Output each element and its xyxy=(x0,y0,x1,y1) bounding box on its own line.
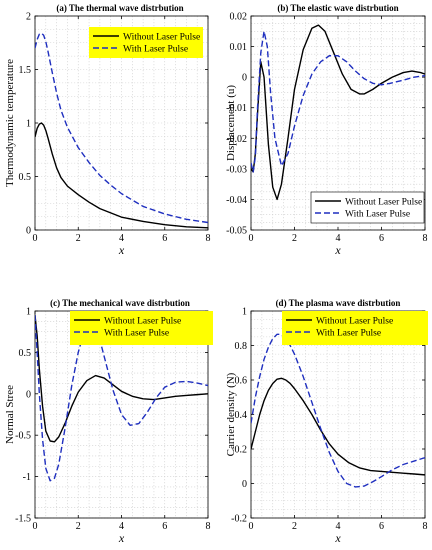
series-line-with-laser xyxy=(251,333,425,488)
x-tick-label: 2 xyxy=(76,521,81,532)
legend: Without Laser Pulse With Laser Pulse xyxy=(89,27,203,58)
y-tick-label: 2 xyxy=(26,12,31,23)
x-tick-label: 0 xyxy=(33,233,38,244)
legend-label: Without Laser Pulse xyxy=(104,317,181,327)
x-tick-label: 0 xyxy=(33,521,38,532)
y-axis-label: Normal Stree xyxy=(4,385,16,444)
chart-title: (b) The elastic wave distrbution xyxy=(277,3,398,13)
series-line-without-laser xyxy=(251,24,425,201)
x-tick-label: 6 xyxy=(379,521,384,532)
y-tick-label: -0.5 xyxy=(15,431,31,442)
x-tick-label: 8 xyxy=(423,233,428,244)
legend: Without Laser Pulse With Laser Pulse xyxy=(310,191,425,224)
legend-box xyxy=(89,27,203,58)
y-tick-label: -0.05 xyxy=(226,226,247,237)
series-line-with-laser xyxy=(251,30,425,173)
y-tick-label: 1 xyxy=(26,307,31,318)
y-tick-label: -0.01 xyxy=(226,103,247,114)
y-tick-label: -0.02 xyxy=(226,134,247,145)
legend-box xyxy=(282,311,428,345)
legend-label: Without Laser Pulse xyxy=(123,33,200,43)
x-axis-label: x xyxy=(118,243,125,257)
y-tick-label: 1 xyxy=(242,307,247,318)
y-tick-label: 0.8 xyxy=(235,341,248,352)
x-tick-label: 8 xyxy=(206,233,211,244)
y-tick-label: -1 xyxy=(23,472,31,483)
x-tick-label: 6 xyxy=(162,521,167,532)
x-tick-label: 8 xyxy=(206,521,211,532)
y-tick-label: 0.5 xyxy=(19,172,32,183)
legend-label: With Laser Pulse xyxy=(316,329,381,339)
y-tick-label: -1.5 xyxy=(15,514,31,525)
y-tick-label: 0 xyxy=(26,226,31,237)
chart-title: (a) The thermal wave distrbution xyxy=(56,3,183,13)
y-tick-label: 0.02 xyxy=(230,12,248,23)
legend-label: Without Laser Pulse xyxy=(316,317,393,327)
legend-label: Without Laser Pulse xyxy=(345,198,422,208)
legend: Without Laser Pulse With Laser Pulse xyxy=(282,311,428,345)
y-axis-label: Carrier density (N) xyxy=(225,372,237,456)
y-tick-label: 0.6 xyxy=(235,376,248,387)
y-tick-label: -0.2 xyxy=(231,514,247,525)
y-tick-label: 1 xyxy=(26,119,31,130)
y-tick-label: 0 xyxy=(242,73,247,84)
x-tick-label: 4 xyxy=(119,233,124,244)
y-tick-label: 0.5 xyxy=(19,348,32,359)
legend-box xyxy=(310,191,425,224)
x-axis-label: x xyxy=(334,243,341,257)
x-tick-label: 4 xyxy=(119,521,124,532)
x-tick-label: 0 xyxy=(249,233,254,244)
legend-label: With Laser Pulse xyxy=(345,210,410,220)
y-tick-label: 0 xyxy=(26,389,31,400)
y-tick-label: 0 xyxy=(242,479,247,490)
y-tick-label: -0.04 xyxy=(226,195,247,206)
legend-label: With Laser Pulse xyxy=(104,329,169,339)
x-tick-label: 6 xyxy=(162,233,167,244)
x-tick-label: 4 xyxy=(336,521,341,532)
x-tick-label: 2 xyxy=(292,233,297,244)
y-axis-label: Thermodynamic temperature xyxy=(4,59,16,187)
y-tick-label: 1.5 xyxy=(19,65,32,76)
series-line-without-laser xyxy=(35,315,208,443)
x-tick-label: 6 xyxy=(379,233,384,244)
chart-panel-4: 0 2 4 6 8-0.200.20.40.60.81(d) The plasma wa… xyxy=(225,298,428,545)
chart-title: (d) The plasma wave distrbution xyxy=(276,298,401,308)
chart-title: (c) The mechanical wave distrbution xyxy=(50,298,190,308)
chart-panel-3: 0 2 4 6 8 -1.5 -1 -0.5 0 0.5 1 (c) The mechanical w… xyxy=(4,298,213,545)
x-tick-label: 2 xyxy=(292,521,297,532)
y-tick-label: -0.03 xyxy=(226,164,247,175)
x-tick-label: 4 xyxy=(336,233,341,244)
chart-panel-2: 0 2 4 6 8 -0.05 -0.04 -0.03 -0.02 -0.01 0 0.01 0.02 (… xyxy=(225,3,428,257)
y-tick-label: 0.2 xyxy=(235,445,248,456)
x-axis-label: x xyxy=(118,531,125,545)
series-line-without-laser xyxy=(35,122,208,229)
series-line-without-laser xyxy=(251,377,425,476)
x-tick-label: 8 xyxy=(423,521,428,532)
legend-label: With Laser Pulse xyxy=(123,45,188,55)
x-tick-label: 2 xyxy=(76,233,81,244)
x-axis-label: x xyxy=(334,531,341,545)
y-tick-label: 0.01 xyxy=(230,42,248,53)
chart-panel-1: 0 2 4 6 8 0 0.5 1 1.5 2 (a) The thermal wave distr… xyxy=(4,3,211,257)
legend: Without Laser Pulse With Laser Pulse xyxy=(70,311,213,345)
y-axis-label: Displacement (u) xyxy=(225,85,237,161)
x-tick-label: 0 xyxy=(249,521,254,532)
y-tick-label: 0.4 xyxy=(235,410,248,421)
legend-box xyxy=(70,311,213,345)
